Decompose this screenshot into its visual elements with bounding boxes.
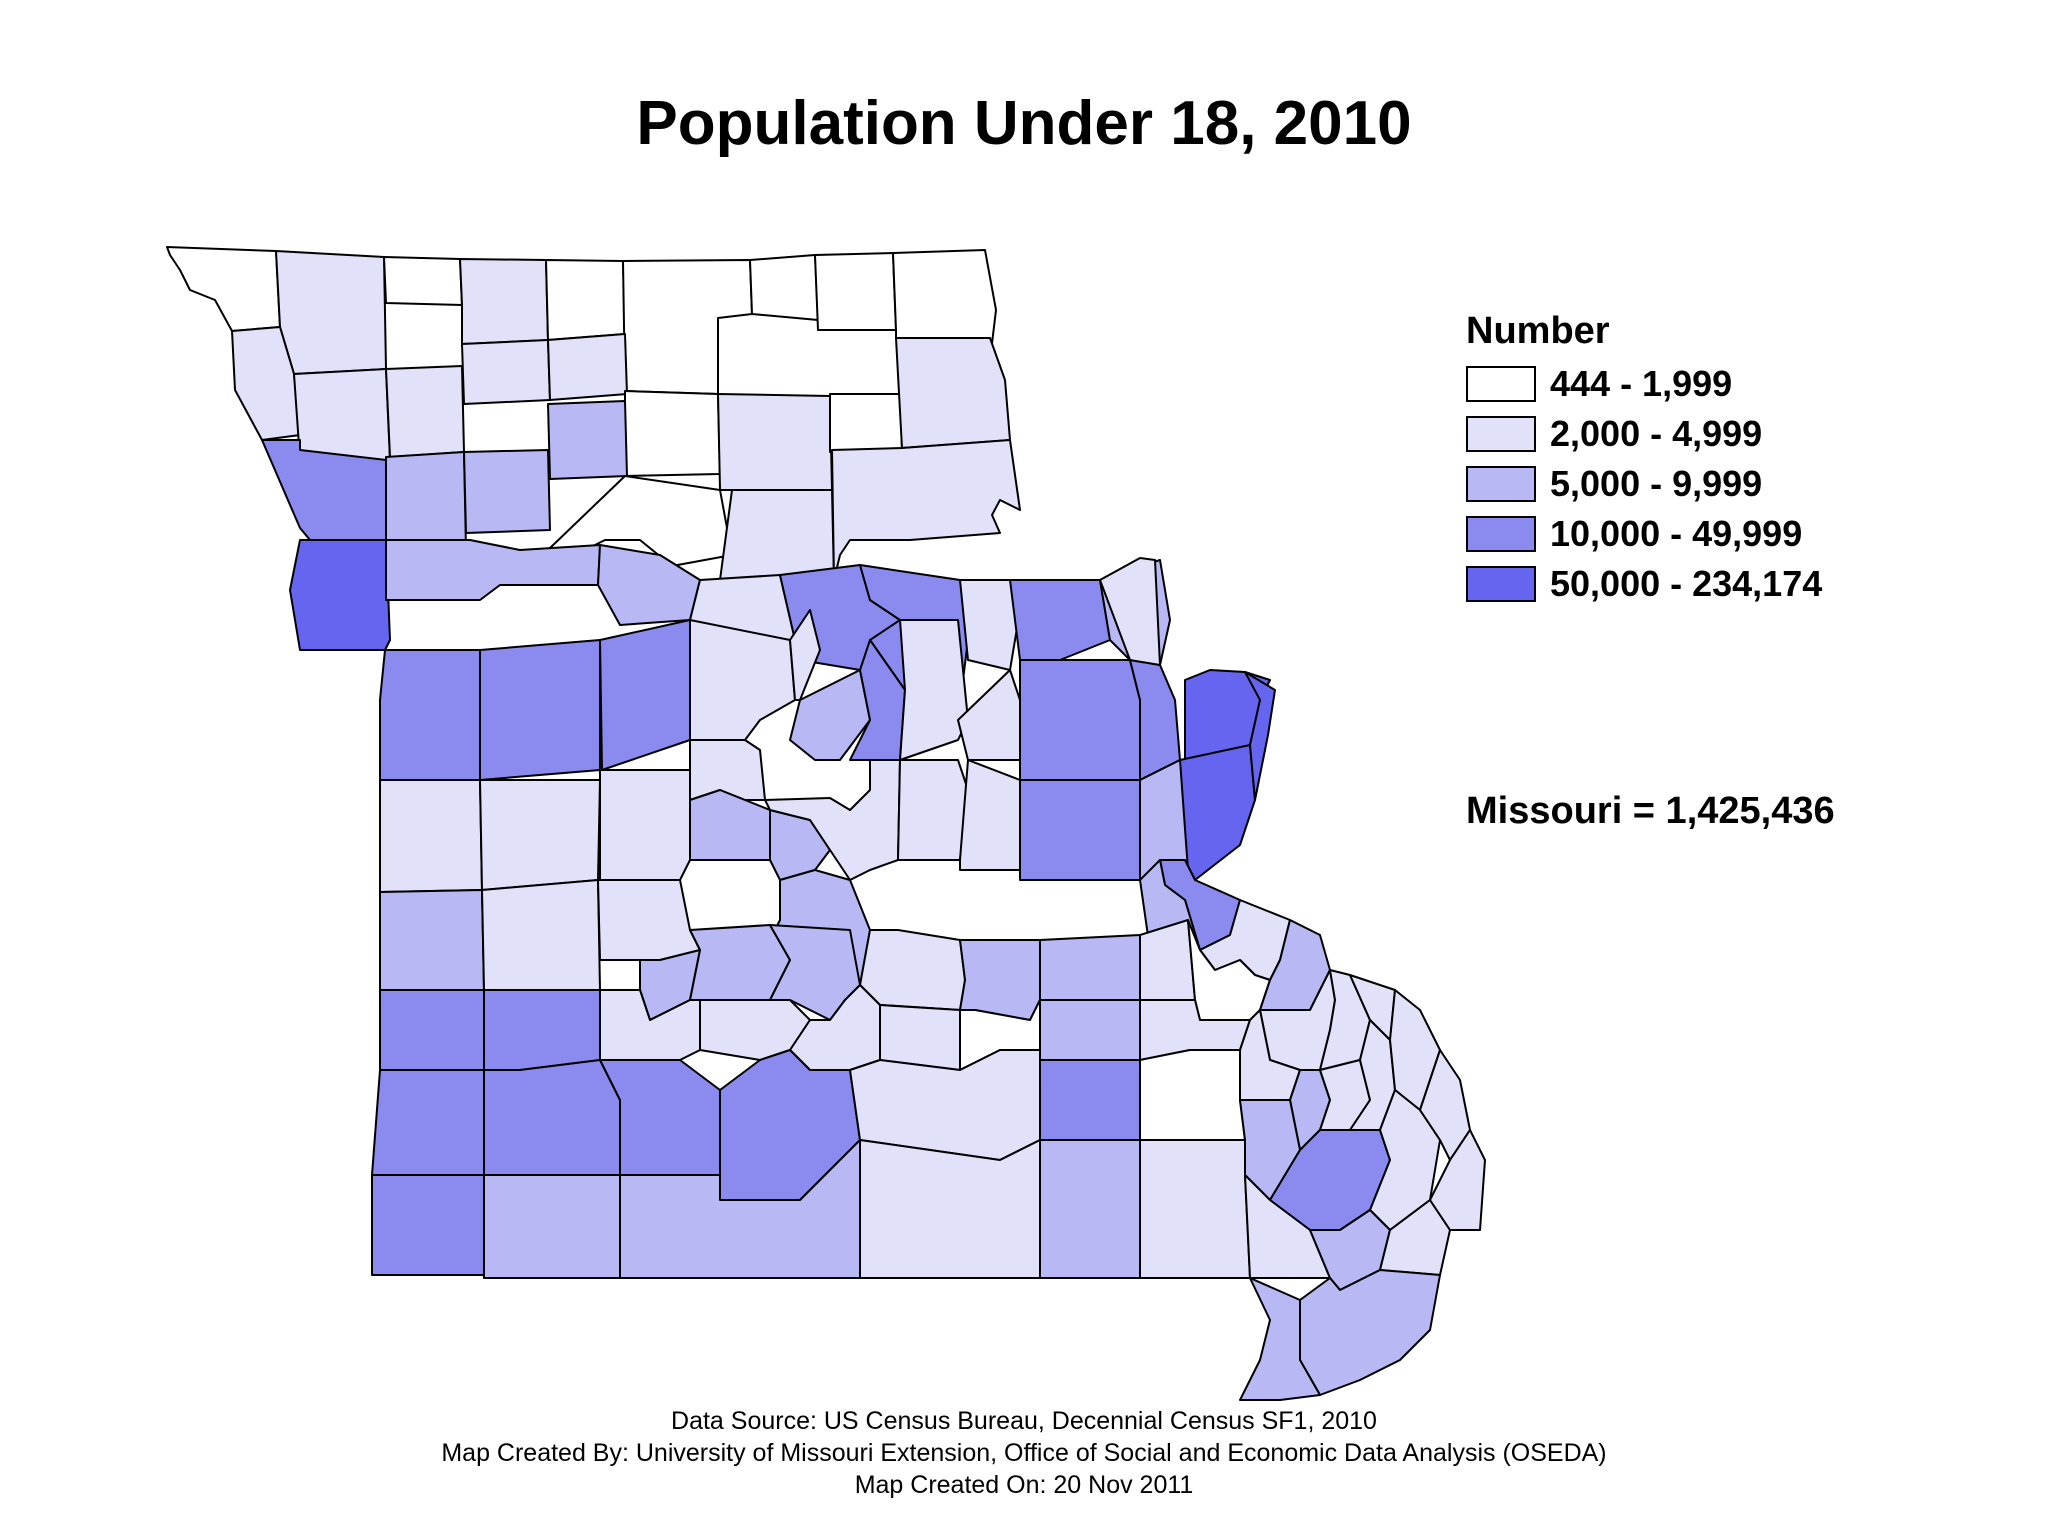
county-polygon xyxy=(599,619,691,771)
created-on-note: Map Created On: 20 Nov 2011 xyxy=(854,1471,1194,1499)
county-polygon xyxy=(275,250,387,375)
created-by-note: Map Created By: University of Missouri E… xyxy=(441,1439,1607,1467)
county-polygon xyxy=(831,439,1021,581)
county-polygon xyxy=(814,252,897,331)
county-polygon xyxy=(619,1139,861,1279)
county-polygon xyxy=(959,759,1021,871)
county-layer xyxy=(166,246,1486,1401)
county-polygon xyxy=(483,1059,621,1176)
county-polygon xyxy=(1139,919,1196,1001)
county-polygon xyxy=(689,739,766,801)
county-polygon xyxy=(379,779,483,893)
county-polygon xyxy=(897,759,969,861)
legend-title: Number xyxy=(1466,310,1610,352)
county-polygon xyxy=(1039,999,1141,1061)
legend-label: 50,000 - 234,174 xyxy=(1550,563,1823,604)
legend-label: 444 - 1,999 xyxy=(1550,363,1733,404)
county-polygon xyxy=(371,1174,485,1276)
county-polygon xyxy=(899,619,969,761)
county-polygon xyxy=(545,259,626,341)
county-polygon xyxy=(789,609,821,701)
county-polygon xyxy=(829,393,903,453)
legend-row: 5,000 - 9,999 xyxy=(1466,459,1822,509)
county-polygon xyxy=(547,400,628,480)
county-polygon xyxy=(371,1069,485,1176)
county-polygon xyxy=(1019,659,1141,781)
county-polygon xyxy=(1039,1139,1141,1279)
legend-swatch xyxy=(1466,566,1536,602)
data-source-note: Data Source: US Census Bureau, Decennial… xyxy=(671,1407,1377,1435)
county-polygon xyxy=(461,339,551,405)
legend-row: 10,000 - 49,999 xyxy=(1466,509,1822,559)
county-polygon xyxy=(859,929,966,1011)
county-polygon xyxy=(1039,934,1141,1001)
county-polygon xyxy=(1099,557,1161,666)
county-polygon xyxy=(599,769,691,881)
county-polygon xyxy=(1009,579,1111,661)
county-polygon xyxy=(481,879,601,991)
county-polygon xyxy=(1039,1049,1141,1141)
county-polygon xyxy=(379,889,485,991)
county-polygon xyxy=(385,539,601,601)
legend-row: 50,000 - 234,174 xyxy=(1466,559,1822,609)
legend-label: 2,000 - 4,999 xyxy=(1550,413,1763,454)
legend-label: 10,000 - 49,999 xyxy=(1550,513,1803,554)
county-polygon xyxy=(1019,779,1141,881)
county-polygon xyxy=(483,1174,621,1279)
county-polygon xyxy=(293,368,391,461)
state-total: Missouri = 1,425,436 xyxy=(1466,790,1835,832)
county-polygon xyxy=(1299,1269,1441,1396)
county-polygon xyxy=(379,649,481,781)
county-polygon xyxy=(459,258,549,345)
county-polygon xyxy=(479,639,601,781)
legend: Number 444 - 1,999 2,000 - 4,999 5,000 -… xyxy=(1466,310,1822,609)
county-polygon xyxy=(1139,1049,1246,1141)
county-polygon xyxy=(959,939,1041,1021)
legend-swatch xyxy=(1466,516,1536,552)
county-polygon xyxy=(749,254,819,321)
county-polygon xyxy=(879,1004,961,1071)
county-polygon xyxy=(379,989,485,1071)
county-polygon xyxy=(385,365,465,458)
county-polygon xyxy=(1244,671,1276,801)
county-polygon xyxy=(624,390,721,477)
county-polygon xyxy=(479,779,601,891)
county-polygon xyxy=(622,259,753,395)
county-polygon xyxy=(1239,1277,1321,1401)
county-polygon xyxy=(385,451,467,553)
county-polygon xyxy=(1429,1129,1486,1231)
county-polygon xyxy=(957,669,1021,761)
county-polygon xyxy=(463,449,551,534)
legend-row: 2,000 - 4,999 xyxy=(1466,409,1822,459)
legend-label: 5,000 - 9,999 xyxy=(1550,463,1763,504)
county-polygon xyxy=(895,337,1011,449)
county-polygon xyxy=(859,1139,1041,1279)
legend-swatch xyxy=(1466,466,1536,502)
county-polygon xyxy=(959,579,1021,671)
map-title: Population Under 18, 2010 xyxy=(636,89,1412,158)
county-polygon xyxy=(1379,1199,1451,1276)
county-polygon xyxy=(717,393,833,491)
county-polygon xyxy=(689,619,796,741)
county-polygon xyxy=(719,489,835,581)
legend-swatch xyxy=(1466,416,1536,452)
county-polygon xyxy=(1139,1139,1251,1279)
county-polygon xyxy=(289,539,391,651)
county-polygon xyxy=(483,989,601,1071)
legend-row: 444 - 1,999 xyxy=(1466,359,1822,409)
legend-swatch xyxy=(1466,366,1536,402)
map-footer: Data Source: US Census Bureau, Decennial… xyxy=(0,1405,2048,1501)
county-polygon xyxy=(597,879,701,961)
county-polygon xyxy=(166,246,281,332)
county-polygon xyxy=(383,256,463,306)
county-polygon xyxy=(547,333,628,401)
